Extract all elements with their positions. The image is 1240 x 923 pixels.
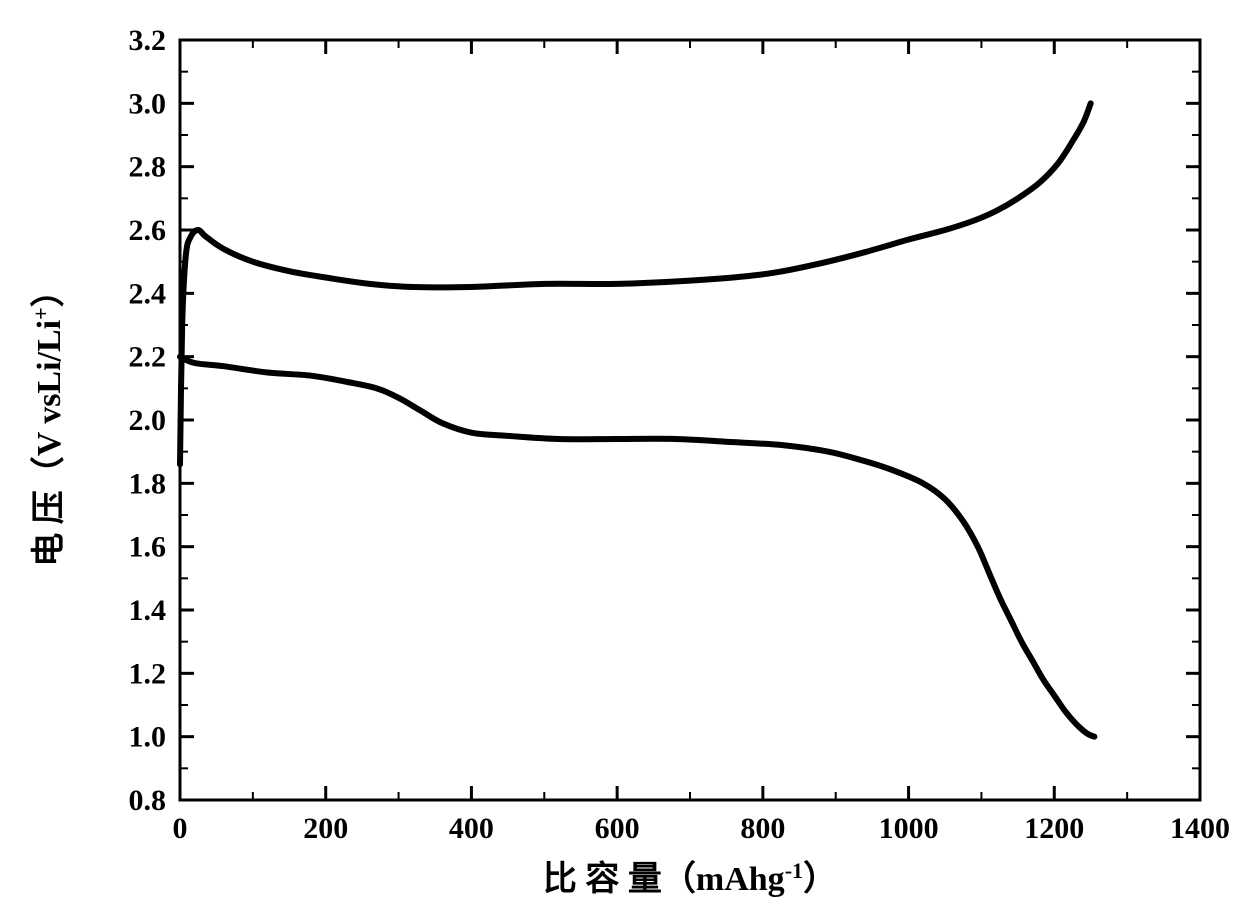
x-tick-label: 400 [449, 812, 494, 845]
y-tick-label: 1.8 [129, 467, 167, 500]
voltage-capacity-chart: 0 200 400 600 800 1000 1200 1400 0.8 1.0 1.2 1.4 1.6… [0, 0, 1240, 923]
x-tick-label: 1400 [1170, 812, 1230, 845]
x-tick-label: 1000 [879, 812, 939, 845]
y-tick-label: 3.0 [129, 87, 167, 120]
x-axis-label: 比 容 量（mAhg-1） [543, 858, 837, 899]
y-tick-label: 1.0 [129, 721, 167, 754]
y-tick-label: 2.2 [129, 341, 167, 374]
y-axis-label: 电 压（V vsLi/Li+） [28, 273, 69, 566]
x-tick-label: 800 [740, 812, 785, 845]
y-tick-label: 1.6 [129, 531, 167, 564]
x-tick-label: 1200 [1024, 812, 1084, 845]
y-tick-label: 0.8 [129, 784, 167, 817]
x-tick-label: 0 [173, 812, 188, 845]
chart-container: 0 200 400 600 800 1000 1200 1400 0.8 1.0 1.2 1.4 1.6… [0, 0, 1240, 923]
y-tick-label: 2.8 [129, 151, 167, 184]
y-tick-label: 1.2 [129, 657, 167, 690]
y-tick-label: 3.2 [129, 24, 167, 57]
series-discharge [180, 357, 1094, 737]
y-tick-label: 2.6 [129, 214, 167, 247]
x-tick-label: 200 [303, 812, 348, 845]
y-tick-label: 2.0 [129, 404, 167, 437]
x-tick-label: 600 [595, 812, 640, 845]
y-tick-label: 1.4 [129, 594, 167, 627]
series-charge [180, 103, 1091, 464]
y-tick-label: 2.4 [129, 277, 167, 310]
